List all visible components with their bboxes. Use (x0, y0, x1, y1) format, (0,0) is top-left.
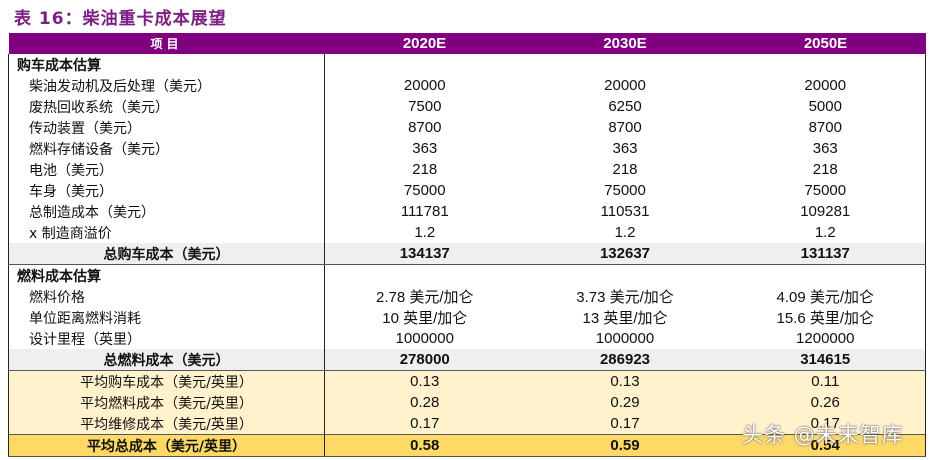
section-label: 燃料成本估算 (8, 264, 325, 286)
total-label: 总燃料成本（美元） (8, 349, 325, 371)
row-label: 单位距离燃料消耗 (8, 307, 325, 328)
row-label: 总制造成本（美元） (8, 201, 325, 222)
total-value: 286923 (524, 349, 726, 371)
avg-label: 平均燃料成本（美元/英里） (8, 392, 325, 413)
avg-value: 0.17 (725, 413, 926, 435)
cell-value: 1.2 (414, 224, 436, 241)
avg-row: 平均购车成本（美元/英里） 0.13 0.13 0.11 (8, 370, 926, 392)
row-label: 燃料价格 (8, 286, 325, 307)
grand-total-value: 0.58 (324, 434, 525, 457)
row-label: x 制造商溢价 (8, 222, 325, 243)
watermark: 头条 @未来智库 (742, 423, 904, 447)
table-row: 总制造成本（美元） 111781 110531 109281 (8, 201, 926, 222)
header-year-2020: 2020E (324, 33, 525, 54)
cell-value: 109281 (725, 201, 926, 222)
table-row: 车身（美元） 75000 75000 75000 (8, 180, 926, 201)
grand-total-label: 平均总成本（美元/英里） (8, 434, 325, 457)
avg-value: 0.29 (524, 392, 726, 413)
grand-total-value: 0.54 (725, 434, 926, 457)
cell-value: 20000 (725, 75, 926, 96)
total-value: 134137 (324, 243, 525, 265)
cell-value: 13 英里/加仑 (582, 310, 668, 327)
cell-value: 20000 (604, 77, 646, 94)
total-value: 278000 (324, 349, 525, 371)
cell-value: 218 (725, 159, 926, 180)
total-row-purchase: 总购车成本（美元） 134137 132637 131137 (8, 243, 926, 265)
avg-value: 0.28 (324, 392, 525, 413)
avg-value: 0.13 (324, 370, 525, 392)
row-label: 电池（美元） (8, 159, 325, 180)
row-label: 车身（美元） (8, 180, 325, 201)
section-row-fuel: 燃料成本估算 (8, 264, 926, 286)
cell-value: 1.2 (614, 224, 636, 241)
cell-value: 363 (412, 140, 438, 157)
cell-value: 218 (612, 161, 638, 178)
cell-value: 75000 (403, 182, 446, 199)
avg-row: 平均维修成本（美元/英里） 0.17 0.17 0.17 (8, 413, 926, 435)
cell-value: 75000 (725, 180, 926, 201)
row-label: 燃料存储设备（美元） (8, 138, 325, 159)
total-value: 314615 (725, 349, 926, 371)
avg-value: 0.17 (324, 413, 525, 435)
cell-value: 8700 (408, 119, 442, 136)
cell-value: 2.78 美元/加仑 (375, 289, 474, 306)
table-row: 传动装置（美元） 8700 8700 8700 (8, 117, 926, 138)
row-label: 废热回收系统（美元） (8, 96, 325, 117)
cell-value: 20000 (403, 77, 446, 94)
cell-value: 218 (412, 161, 438, 178)
cell-value: 6250 (608, 98, 642, 115)
cell-value: 7500 (408, 98, 442, 115)
row-label: 设计里程（英里） (8, 328, 325, 349)
avg-value: 0.26 (725, 392, 926, 413)
table-row: 设计里程（英里） 1000000 1000000 1200000 (8, 328, 926, 349)
cell-value: 1000000 (395, 330, 454, 347)
avg-label: 平均维修成本（美元/英里） (8, 413, 325, 435)
cell-value: 363 (725, 138, 926, 159)
total-label: 总购车成本（美元） (8, 243, 325, 265)
cell-value: 75000 (604, 182, 646, 199)
table-title: 表 16：柴油重卡成本展望 (14, 9, 227, 29)
section-label: 购车成本估算 (8, 54, 325, 75)
table-row: 燃料价格 2.78 美元/加仑 3.73 美元/加仑 4.09 美元/加仑 (8, 286, 926, 307)
cell-value: 5000 (725, 96, 926, 117)
cell-value: 15.6 英里/加仑 (725, 307, 926, 328)
cell-value: 3.73 美元/加仑 (576, 289, 674, 306)
header-year-2030: 2030E (524, 33, 726, 54)
cell-value: 8700 (608, 119, 642, 136)
cell-value: 8700 (725, 117, 926, 138)
cell-value: 111781 (400, 203, 449, 220)
row-label: 传动装置（美元） (8, 117, 325, 138)
avg-value: 0.13 (524, 370, 726, 392)
avg-value: 0.11 (725, 370, 926, 392)
header-row: 项目 2020E 2030E 2050E (8, 33, 926, 54)
table-row: 电池（美元） 218 218 218 (8, 159, 926, 180)
cell-value: 4.09 美元/加仑 (725, 286, 926, 307)
cell-value: 110531 (600, 203, 650, 220)
avg-row: 平均燃料成本（美元/英里） 0.28 0.29 0.26 (8, 392, 926, 413)
cell-value: 363 (612, 140, 638, 157)
cell-value: 1200000 (725, 328, 926, 349)
table-row: 燃料存储设备（美元） 363 363 363 (8, 138, 926, 159)
table-row: 柴油发动机及后处理（美元） 20000 20000 20000 (8, 75, 926, 96)
header-item: 项目 (8, 33, 325, 54)
avg-label: 平均购车成本（美元/英里） (8, 370, 325, 392)
row-label: 柴油发动机及后处理（美元） (8, 75, 325, 96)
cell-value: 1000000 (595, 330, 655, 347)
grand-total-row: 平均总成本（美元/英里） 0.58 0.59 0.54 (8, 434, 926, 457)
table-row: 单位距离燃料消耗 10 英里/加仑 13 英里/加仑 15.6 英里/加仑 (8, 307, 926, 328)
section-row-purchase: 购车成本估算 (8, 54, 926, 75)
total-value: 131137 (725, 243, 926, 265)
total-row-fuel: 总燃料成本（美元） 278000 286923 314615 (8, 349, 926, 371)
table-row: 废热回收系统（美元） 7500 6250 5000 (8, 96, 926, 117)
cell-value: 1.2 (725, 222, 926, 243)
header-year-2050: 2050E (725, 33, 926, 54)
avg-value: 0.17 (524, 413, 726, 435)
grand-total-value: 0.59 (524, 434, 726, 457)
total-value: 132637 (524, 243, 726, 265)
cost-outlook-table: 项目 2020E 2030E 2050E 购车成本估算 柴油发动机及后处理（美元… (8, 33, 926, 457)
cell-value: 10 英里/加仑 (382, 310, 468, 327)
table-row: x 制造商溢价 1.2 1.2 1.2 (8, 222, 926, 243)
